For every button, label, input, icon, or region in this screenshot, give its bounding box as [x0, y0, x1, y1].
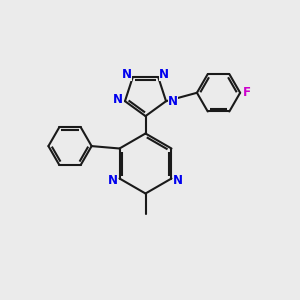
Text: N: N [173, 174, 183, 188]
Text: F: F [243, 86, 251, 99]
Text: N: N [159, 68, 169, 81]
Text: N: N [168, 95, 178, 108]
Text: N: N [113, 94, 123, 106]
Text: N: N [108, 174, 118, 188]
Text: N: N [122, 68, 132, 81]
